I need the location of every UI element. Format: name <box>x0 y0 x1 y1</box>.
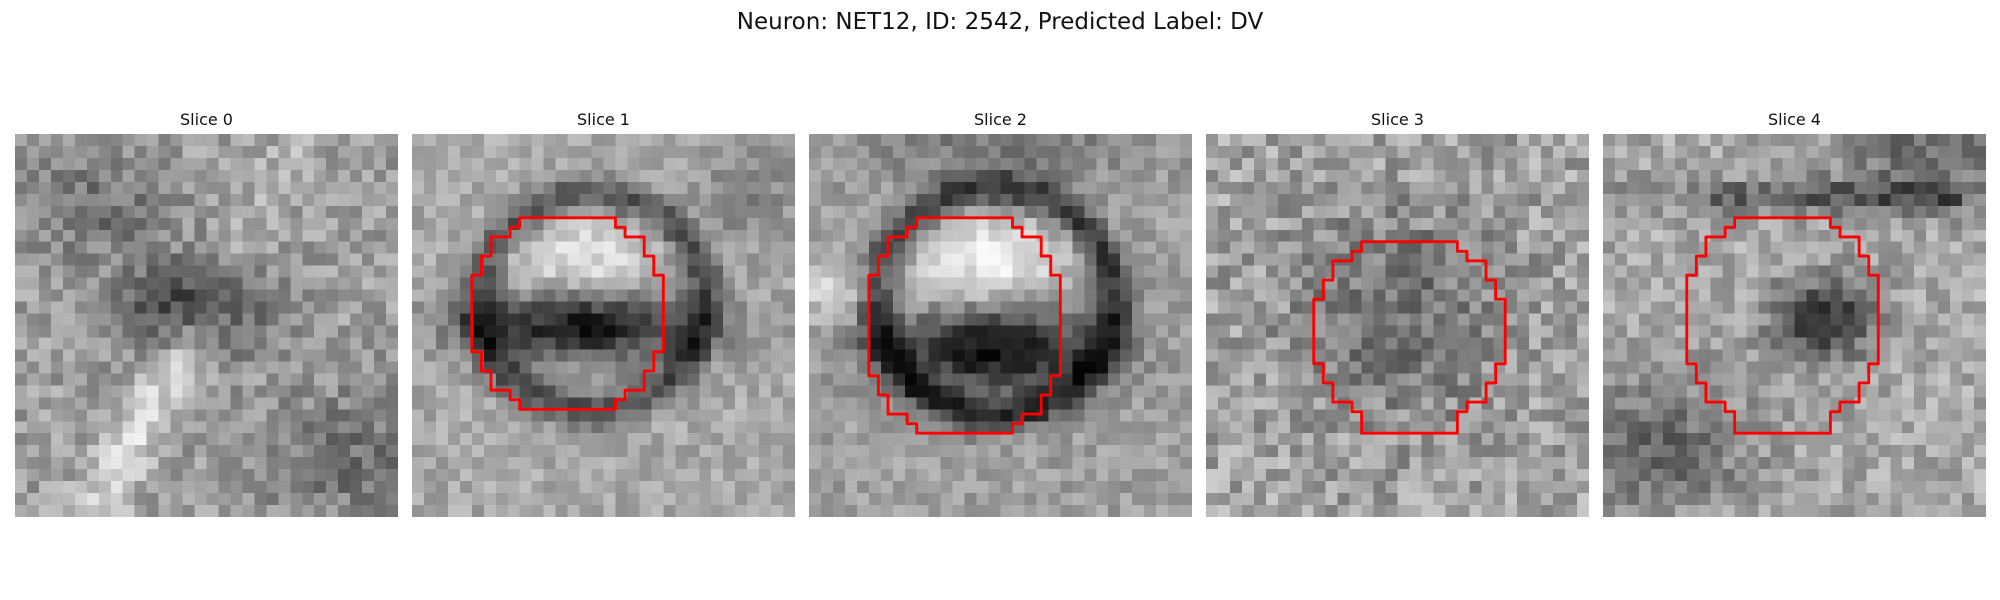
slice-title-0: Slice 0 <box>180 110 233 129</box>
figure-title: Neuron: NET12, ID: 2542, Predicted Label… <box>736 9 1264 35</box>
slice-title-4: Slice 4 <box>1768 110 1821 129</box>
slice-panel-4: Slice 4 <box>1603 108 1986 518</box>
slice-panel-1: Slice 1 <box>412 108 795 518</box>
slice-panel-3: Slice 3 <box>1206 108 1589 518</box>
slice-image-4 <box>1603 134 1986 517</box>
slice-panel-0: Slice 0 <box>15 108 398 518</box>
slice-title-1: Slice 1 <box>577 110 630 129</box>
slice-image-2 <box>809 134 1192 517</box>
slice-title-3: Slice 3 <box>1371 110 1424 129</box>
segmentation-contour-3 <box>1312 240 1507 435</box>
segmentation-contour-2 <box>867 216 1062 435</box>
slice-panel-2: Slice 2 <box>809 108 1192 518</box>
slice-image-3 <box>1206 134 1589 517</box>
slice-title-2: Slice 2 <box>974 110 1027 129</box>
segmentation-contour-1 <box>470 216 665 411</box>
slice-image-0 <box>15 134 398 517</box>
segmentation-contour-4 <box>1685 216 1880 435</box>
slice-image-1 <box>412 134 795 517</box>
